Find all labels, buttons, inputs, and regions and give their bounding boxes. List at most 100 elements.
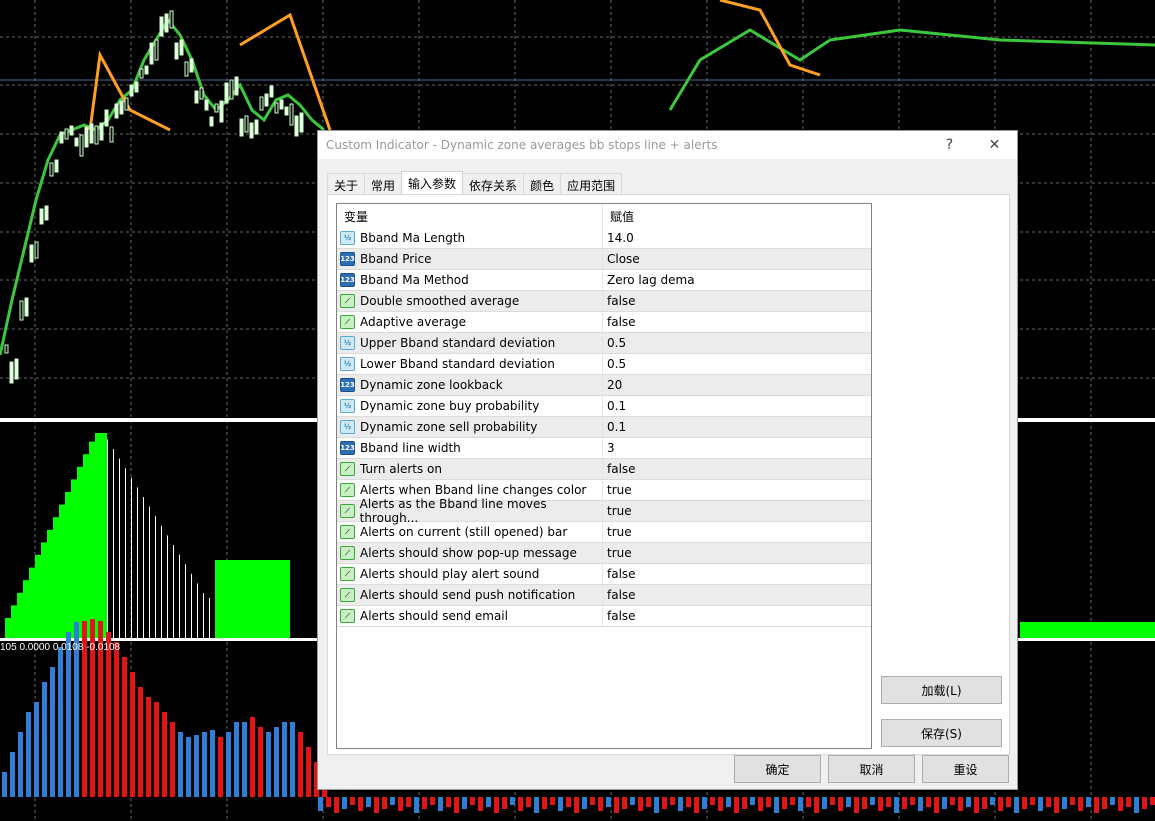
param-value[interactable]: true — [607, 525, 632, 539]
param-value[interactable]: false — [607, 315, 636, 329]
table-row[interactable]: ⟋ Alerts should show pop-up message true — [337, 543, 871, 564]
candle — [134, 81, 139, 93]
param-value[interactable]: 0.1 — [607, 399, 627, 413]
oscillator-bar — [502, 797, 507, 809]
candle — [89, 123, 94, 144]
table-row[interactable]: 123 Bband Ma Method Zero lag dema — [337, 270, 871, 291]
table-row[interactable]: ⟋ Adaptive average false — [337, 312, 871, 333]
param-value[interactable]: false — [607, 567, 636, 581]
candle — [204, 99, 209, 111]
oscillator-bar — [318, 797, 323, 811]
table-row[interactable]: ½ Dynamic zone buy probability 0.1 — [337, 396, 871, 417]
param-value[interactable]: 0.1 — [607, 420, 627, 434]
oscillator-bar — [98, 621, 103, 797]
table-row[interactable]: 123 Bband Price Close — [337, 249, 871, 270]
table-row[interactable]: ⟋ Alerts should send email false — [337, 606, 871, 627]
tab-colors[interactable]: 颜色 — [523, 173, 562, 194]
reset-button[interactable]: 重设 — [922, 755, 1009, 783]
oscillator-bar — [774, 797, 779, 813]
param-value[interactable]: 0.5 — [607, 336, 627, 350]
param-name-cell: 123 Dynamic zone lookback — [337, 375, 603, 395]
param-value[interactable]: Close — [607, 252, 640, 266]
oscillator-bar — [194, 735, 199, 797]
oscillator-bar — [358, 797, 363, 811]
table-row[interactable]: ⟋ Turn alerts on false — [337, 459, 871, 480]
oscillator-bar — [374, 797, 379, 813]
candle — [244, 115, 249, 133]
table-row[interactable]: ½ Lower Bband standard deviation 0.5 — [337, 354, 871, 375]
oscillator-bar — [870, 797, 875, 805]
candle — [224, 82, 229, 104]
help-button[interactable]: ? — [945, 137, 954, 153]
oscillator-bar — [50, 667, 55, 797]
oscillator-bar — [1062, 797, 1067, 809]
table-row[interactable]: ½ Dynamic zone sell probability 0.1 — [337, 417, 871, 438]
param-name: Dynamic zone buy probability — [360, 399, 540, 413]
param-value[interactable]: false — [607, 588, 636, 602]
oscillator-bar — [242, 722, 247, 797]
param-name-cell: ½ Lower Bband standard deviation — [337, 354, 603, 374]
histogram-bar — [209, 598, 210, 638]
header-value[interactable]: 赋值 — [610, 209, 635, 224]
tab-visualization[interactable]: 应用范围 — [560, 173, 623, 194]
histogram-bar — [77, 466, 83, 638]
cancel-button[interactable]: 取消 — [828, 755, 915, 783]
oscillator-bar — [654, 797, 659, 813]
header-variable[interactable]: 变量 — [337, 204, 603, 228]
oscillator-bar — [910, 797, 915, 805]
oscillator-bar — [382, 797, 387, 809]
param-name: Dynamic zone lookback — [360, 378, 503, 392]
table-row[interactable]: ⟋ Alerts should play alert sound false — [337, 564, 871, 585]
table-row[interactable]: 123 Bband line width 3 — [337, 438, 871, 459]
oscillator-bar — [694, 797, 699, 813]
param-value[interactable]: 3 — [607, 441, 615, 455]
save-button[interactable]: 保存(S) — [881, 719, 1002, 747]
candle — [299, 112, 304, 133]
ok-button[interactable]: 确定 — [734, 755, 821, 783]
table-row[interactable]: ⟋ Alerts as the Bband line moves through.… — [337, 497, 871, 525]
oscillator-bar — [10, 752, 15, 797]
close-button[interactable]: ✕ — [988, 137, 1001, 153]
tab-common[interactable]: 常用 — [364, 173, 403, 194]
param-value[interactable]: false — [607, 462, 636, 476]
oscillator-bar — [82, 621, 87, 797]
table-row[interactable]: ⟋ Double smoothed average false — [337, 291, 871, 312]
param-name: Alerts should show pop-up message — [360, 546, 577, 560]
candle — [169, 10, 174, 29]
param-value[interactable]: 0.5 — [607, 357, 627, 371]
load-button[interactable]: 加载(L) — [881, 676, 1002, 704]
oscillator-bar — [822, 797, 827, 809]
param-value[interactable]: Zero lag dema — [607, 273, 695, 287]
oscillator-bar — [1014, 797, 1019, 813]
oscillator-bar — [462, 797, 467, 809]
oscillator-bar — [710, 797, 715, 805]
table-row[interactable]: ⟋ Alerts when Bband line changes color tru… — [337, 480, 871, 501]
table-row[interactable]: ⟋ Alerts should send push notification fal… — [337, 585, 871, 606]
table-row[interactable]: ⟋ Alerts on current (still opened) bar tru… — [337, 522, 871, 543]
tab-about[interactable]: 关于 — [327, 173, 366, 194]
param-value[interactable]: true — [607, 483, 632, 497]
param-name-cell: ⟋ Alerts when Bband line changes color — [337, 480, 603, 500]
table-row[interactable]: ½ Upper Bband standard deviation 0.5 — [337, 333, 871, 354]
tab-inputs[interactable]: 输入参数 — [401, 171, 464, 194]
param-value[interactable]: true — [607, 546, 632, 560]
oscillator-bar — [886, 797, 891, 807]
oscillator-bar — [1030, 797, 1035, 805]
table-row[interactable]: ½ Bband Ma Length 14.0 — [337, 228, 871, 249]
param-value[interactable]: false — [607, 294, 636, 308]
param-value[interactable]: true — [607, 504, 632, 518]
oscillator-bar — [726, 797, 731, 807]
param-value[interactable]: 20 — [607, 378, 623, 392]
table-row[interactable]: 123 Dynamic zone lookback 20 — [337, 375, 871, 396]
param-value[interactable]: false — [607, 609, 636, 623]
candle — [69, 125, 74, 136]
tab-dependencies[interactable]: 依存关系 — [462, 173, 525, 194]
bool-type-icon: ⟋ — [340, 315, 355, 329]
oscillator-bar — [178, 732, 183, 797]
oscillator-bar — [734, 797, 739, 813]
oscillator-bar — [266, 732, 271, 797]
param-value[interactable]: 14.0 — [607, 231, 634, 245]
oscillator-bar — [702, 797, 707, 809]
candle — [24, 297, 29, 317]
candle — [219, 100, 224, 123]
